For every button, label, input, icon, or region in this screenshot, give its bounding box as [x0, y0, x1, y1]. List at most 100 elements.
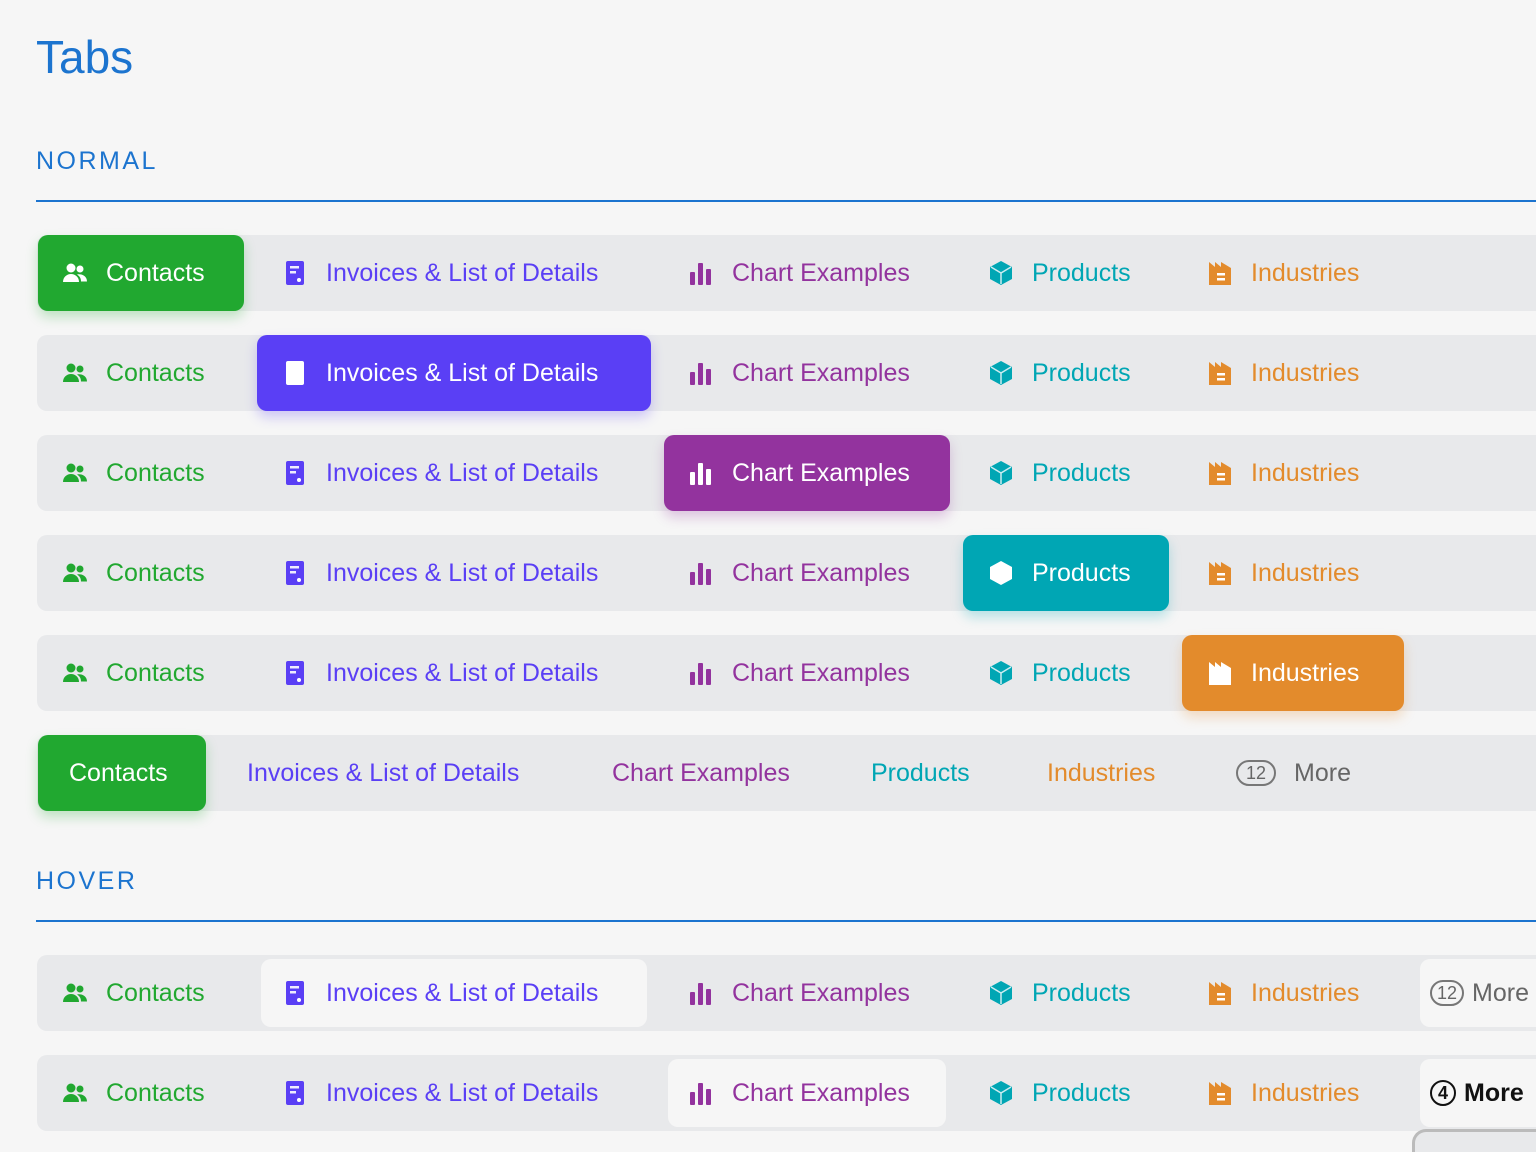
- tab-label: Industries: [1251, 358, 1360, 387]
- tab-invoices[interactable]: Invoices & List of Details: [257, 535, 651, 611]
- factory-icon: [1207, 460, 1233, 486]
- more-dropdown-menu[interactable]: [1412, 1129, 1536, 1152]
- tab-label: Chart Examples: [732, 658, 910, 687]
- box-icon: [988, 1080, 1014, 1106]
- tab-more[interactable]: 12 More: [1420, 959, 1536, 1027]
- tab-invoices[interactable]: Invoices & List of Details: [261, 959, 647, 1027]
- factory-icon: [1207, 980, 1233, 1006]
- count-badge: 12: [1236, 760, 1277, 786]
- section-normal-heading: NORMAL: [36, 147, 158, 175]
- document-icon: [282, 260, 308, 286]
- bar-chart-icon: [688, 560, 714, 586]
- tab-bar: Contacts Invoices & List of Details Chart …: [37, 235, 1536, 311]
- users-icon: [62, 1080, 88, 1106]
- tab-label: Chart Examples: [732, 978, 910, 1007]
- tab-chart[interactable]: Chart Examples: [664, 635, 950, 711]
- tab-label: Products: [871, 758, 970, 787]
- users-icon: [62, 980, 88, 1006]
- tab-label: Contacts: [106, 978, 205, 1007]
- tab-chart[interactable]: Chart Examples: [664, 959, 950, 1027]
- document-icon: [282, 560, 308, 586]
- tab-chart[interactable]: Chart Examples: [664, 335, 950, 411]
- tab-bar: Contacts Invoices & List of Details Chart …: [37, 635, 1536, 711]
- tab-contacts[interactable]: Contacts: [38, 435, 244, 511]
- tab-products[interactable]: Products: [963, 435, 1169, 511]
- tab-more[interactable]: 4 More: [1420, 1059, 1536, 1127]
- factory-icon: [1207, 360, 1233, 386]
- tab-chart[interactable]: Chart Examples: [590, 735, 830, 811]
- tab-products[interactable]: Products: [963, 535, 1169, 611]
- count-badge: 4: [1430, 1080, 1456, 1106]
- tab-contacts[interactable]: Contacts: [38, 959, 244, 1027]
- box-icon: [988, 980, 1014, 1006]
- tab-label: Chart Examples: [732, 1078, 910, 1107]
- tab-contacts[interactable]: Contacts: [38, 235, 244, 311]
- divider: [36, 920, 1536, 922]
- tab-products[interactable]: Products: [963, 635, 1169, 711]
- tab-chart[interactable]: Chart Examples: [664, 535, 950, 611]
- bar-chart-icon: [688, 360, 714, 386]
- tab-contacts[interactable]: Contacts: [38, 1059, 244, 1127]
- tab-bar: Contacts Invoices & List of Details Chart …: [37, 535, 1536, 611]
- bar-chart-icon: [688, 1080, 714, 1106]
- tab-products[interactable]: Products: [963, 235, 1169, 311]
- document-icon: [282, 980, 308, 1006]
- tab-products[interactable]: Products: [963, 335, 1169, 411]
- tab-industries[interactable]: Industries: [1182, 959, 1404, 1027]
- tab-invoices[interactable]: Invoices & List of Details: [226, 735, 566, 811]
- tab-bar: Contacts Invoices & List of Details Chart …: [37, 735, 1536, 811]
- tab-industries[interactable]: Industries: [1026, 735, 1206, 811]
- tab-label: Chart Examples: [732, 358, 910, 387]
- tab-label: Contacts: [106, 458, 205, 487]
- tab-contacts[interactable]: Contacts: [38, 535, 244, 611]
- tab-products[interactable]: Products: [963, 1059, 1169, 1127]
- tab-bar: Contacts Invoices & List of Details Chart …: [37, 435, 1536, 511]
- document-icon: [282, 360, 308, 386]
- tab-label: Products: [1032, 658, 1131, 687]
- tab-contacts[interactable]: Contacts: [38, 335, 244, 411]
- tab-label: Chart Examples: [612, 758, 790, 787]
- tab-bar: Contacts Invoices & List of Details Chart …: [37, 1055, 1536, 1131]
- tab-chart[interactable]: Chart Examples: [664, 435, 950, 511]
- tab-invoices[interactable]: Invoices & List of Details: [257, 335, 651, 411]
- factory-icon: [1207, 660, 1233, 686]
- box-icon: [988, 660, 1014, 686]
- tab-chart[interactable]: Chart Examples: [668, 1059, 946, 1127]
- tab-industries[interactable]: Industries: [1182, 635, 1404, 711]
- tab-label: Contacts: [106, 558, 205, 587]
- tab-products[interactable]: Products: [850, 735, 1010, 811]
- tab-label: Chart Examples: [732, 458, 910, 487]
- page-title: Tabs: [36, 31, 134, 83]
- tab-invoices[interactable]: Invoices & List of Details: [257, 235, 651, 311]
- tab-label: Contacts: [69, 758, 168, 787]
- tab-industries[interactable]: Industries: [1182, 435, 1404, 511]
- document-icon: [282, 660, 308, 686]
- tab-invoices[interactable]: Invoices & List of Details: [257, 1059, 651, 1127]
- tab-more[interactable]: 12 More: [1236, 735, 1416, 811]
- tab-chart[interactable]: Chart Examples: [664, 235, 950, 311]
- tab-label: Industries: [1251, 258, 1360, 287]
- tab-industries[interactable]: Industries: [1182, 535, 1404, 611]
- tab-industries[interactable]: Industries: [1182, 235, 1404, 311]
- tab-label: Contacts: [106, 258, 205, 287]
- tab-label: Invoices & List of Details: [326, 1078, 599, 1107]
- factory-icon: [1207, 560, 1233, 586]
- tab-label: Industries: [1251, 1078, 1360, 1107]
- tab-contacts[interactable]: Contacts: [38, 635, 244, 711]
- tab-invoices[interactable]: Invoices & List of Details: [257, 435, 651, 511]
- tab-contacts[interactable]: Contacts: [38, 735, 206, 811]
- tab-industries[interactable]: Industries: [1182, 1059, 1404, 1127]
- tab-invoices[interactable]: Invoices & List of Details: [257, 635, 651, 711]
- tab-products[interactable]: Products: [963, 959, 1169, 1027]
- box-icon: [988, 560, 1014, 586]
- box-icon: [988, 360, 1014, 386]
- tab-label: Products: [1032, 1078, 1131, 1107]
- tab-label: Products: [1032, 558, 1131, 587]
- tab-label: Chart Examples: [732, 258, 910, 287]
- document-icon: [282, 1080, 308, 1106]
- tab-label: Invoices & List of Details: [326, 558, 599, 587]
- tab-label: Products: [1032, 358, 1131, 387]
- tab-industries[interactable]: Industries: [1182, 335, 1404, 411]
- divider: [36, 200, 1536, 202]
- tab-label: Contacts: [106, 658, 205, 687]
